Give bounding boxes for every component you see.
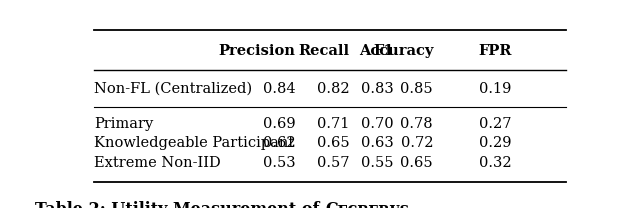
Text: 0.71: 0.71 — [317, 117, 349, 131]
Text: Knowledgeable Participant: Knowledgeable Participant — [94, 136, 294, 150]
Text: 0.62: 0.62 — [263, 136, 295, 150]
Text: 0.27: 0.27 — [479, 117, 512, 131]
Text: 0.65: 0.65 — [401, 156, 433, 170]
Text: 0.83: 0.83 — [361, 82, 394, 96]
Text: 0.84: 0.84 — [263, 82, 295, 96]
Text: 0.69: 0.69 — [263, 117, 295, 131]
Text: 0.29: 0.29 — [479, 136, 512, 150]
Text: Accuracy: Accuracy — [359, 44, 433, 58]
Text: Non-FL (Centralized): Non-FL (Centralized) — [94, 82, 252, 96]
Text: 0.63: 0.63 — [361, 136, 394, 150]
Text: Extreme Non-IID: Extreme Non-IID — [94, 156, 221, 170]
Text: 0.32: 0.32 — [479, 156, 512, 170]
Text: Precision: Precision — [219, 44, 295, 58]
Text: 0.85: 0.85 — [401, 82, 433, 96]
Text: 0.78: 0.78 — [401, 117, 433, 131]
Text: Primary: Primary — [94, 117, 153, 131]
Text: FPR: FPR — [478, 44, 512, 58]
Text: 0.65: 0.65 — [317, 136, 349, 150]
Text: 0.19: 0.19 — [479, 82, 512, 96]
Text: 0.82: 0.82 — [317, 82, 349, 96]
Text: 0.53: 0.53 — [263, 156, 295, 170]
Text: 0.72: 0.72 — [401, 136, 433, 150]
Text: 0.55: 0.55 — [361, 156, 394, 170]
Text: 0.70: 0.70 — [361, 117, 394, 131]
Text: F1: F1 — [373, 44, 394, 58]
Text: Table 2: Utility Measurement of: Table 2: Utility Measurement of — [35, 201, 325, 208]
Text: Cᴇᴄʙᴇʀᴜѕ: Cᴇᴄʙᴇʀᴜѕ — [325, 201, 409, 208]
Text: Recall: Recall — [299, 44, 349, 58]
Text: 0.57: 0.57 — [317, 156, 349, 170]
